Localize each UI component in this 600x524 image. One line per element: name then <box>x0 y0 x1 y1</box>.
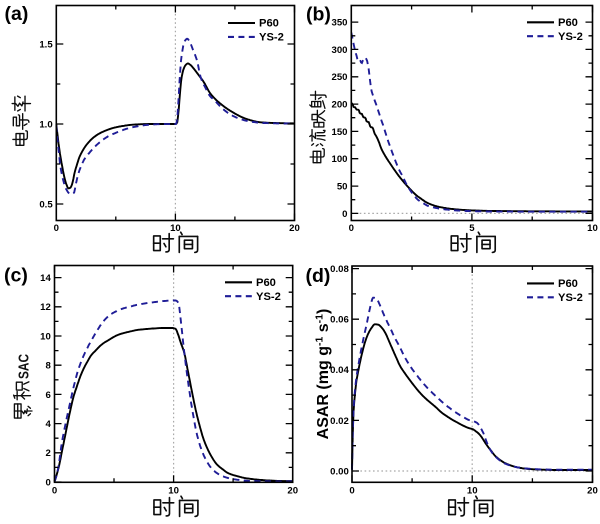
svg-text:0: 0 <box>45 477 50 488</box>
svg-text:0.02: 0.02 <box>330 416 349 427</box>
svg-text:ASAR (mg g-1 s-1): ASAR (mg g-1 s-1) <box>314 309 333 440</box>
svg-text:P60: P60 <box>259 18 279 30</box>
svg-text:2: 2 <box>45 448 50 459</box>
svg-text:150: 150 <box>331 127 347 138</box>
svg-text:(a): (a) <box>5 3 29 25</box>
svg-text:0: 0 <box>349 223 354 234</box>
svg-text:250: 250 <box>331 72 347 83</box>
svg-text:YS-2: YS-2 <box>256 291 281 303</box>
svg-text:350: 350 <box>331 18 347 29</box>
svg-text:10: 10 <box>587 223 598 234</box>
svg-text:10: 10 <box>170 223 181 234</box>
svg-text:P60: P60 <box>558 278 578 290</box>
svg-text:(c): (c) <box>4 265 28 287</box>
svg-text:5: 5 <box>469 223 475 234</box>
svg-text:14: 14 <box>40 273 51 284</box>
svg-text:12: 12 <box>40 302 51 313</box>
svg-text:0.06: 0.06 <box>330 315 349 326</box>
svg-text:50: 50 <box>337 182 348 193</box>
svg-text:0: 0 <box>349 486 354 497</box>
svg-text:0: 0 <box>342 209 347 220</box>
svg-text:(d): (d) <box>306 265 331 287</box>
svg-text:100: 100 <box>331 154 347 165</box>
svg-text:0: 0 <box>54 223 59 234</box>
svg-text:P60: P60 <box>558 17 578 29</box>
svg-text:8: 8 <box>45 361 51 372</box>
svg-text:20: 20 <box>287 486 298 497</box>
svg-text:P60: P60 <box>256 277 276 289</box>
svg-text:0.00: 0.00 <box>330 466 349 477</box>
svg-text:0.04: 0.04 <box>330 365 349 376</box>
svg-text:0: 0 <box>52 486 57 497</box>
svg-text:200: 200 <box>331 100 347 111</box>
svg-text:YS-2: YS-2 <box>558 31 583 43</box>
svg-text:0.08: 0.08 <box>330 264 349 275</box>
svg-text:20: 20 <box>587 486 598 497</box>
svg-text:YS-2: YS-2 <box>259 32 284 44</box>
svg-text:1.5: 1.5 <box>39 39 53 50</box>
svg-text:10: 10 <box>168 486 179 497</box>
svg-text:SAC: SAC <box>16 354 33 379</box>
svg-text:YS-2: YS-2 <box>558 292 583 304</box>
svg-text:4: 4 <box>45 419 51 430</box>
svg-text:6: 6 <box>45 390 50 401</box>
svg-text:300: 300 <box>331 45 347 56</box>
svg-text:10: 10 <box>40 331 51 342</box>
svg-text:20: 20 <box>289 223 300 234</box>
svg-text:1.0: 1.0 <box>39 119 52 130</box>
svg-text:0.5: 0.5 <box>39 199 53 210</box>
svg-text:(b): (b) <box>306 4 331 26</box>
svg-text:10: 10 <box>467 486 478 497</box>
